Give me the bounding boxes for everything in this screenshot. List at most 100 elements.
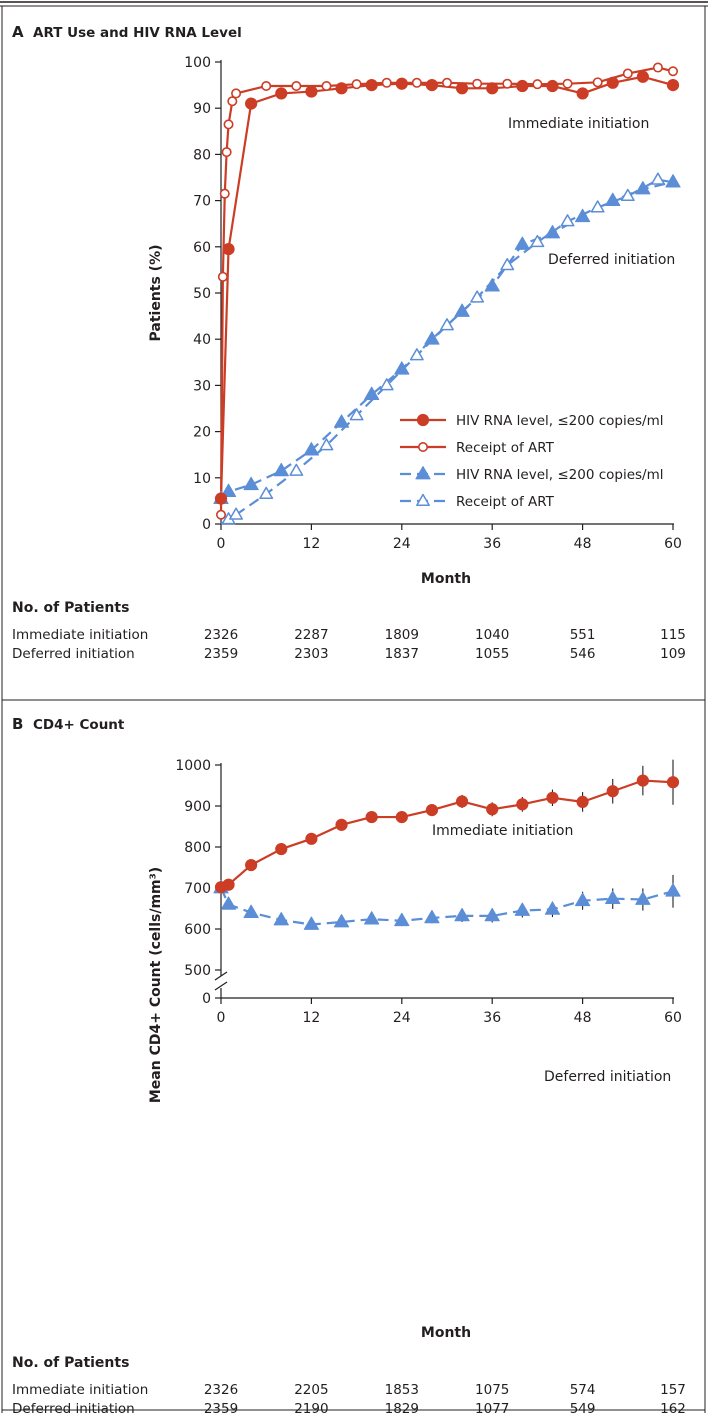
panel-a-data-point (411, 77, 422, 88)
panel-b-y-tick-label: 0 (202, 991, 211, 1007)
panel-a-data-point (667, 66, 678, 77)
panel-b-patients-heading: No. of Patients (12, 1355, 129, 1371)
panel-a-data-point (606, 76, 619, 89)
legend-marker (417, 441, 428, 452)
panel-b-data-point (333, 914, 350, 928)
panel-a-data-point (349, 408, 364, 421)
panel-a-data-point (221, 147, 232, 158)
panel-a-series-line (219, 66, 674, 515)
panel-a-data-point (335, 82, 348, 95)
panel-a-y-tick-label: 50 (193, 286, 211, 302)
panel-a-data-point (273, 462, 289, 477)
panel-a-data-point (365, 79, 378, 92)
patients-row-label: Deferred initiation (12, 1401, 135, 1413)
panel-a-data-point (219, 188, 230, 199)
patients-count: 115 (660, 627, 686, 643)
panel-a-data-point (305, 85, 318, 98)
panel-a-data-point (223, 119, 234, 130)
panel-a-data-point (516, 79, 529, 93)
panel-a-letter: A (12, 23, 24, 41)
panel-a-y-tick-label: 10 (193, 471, 211, 487)
panel-b-annotation-immediate: Immediate initiation (432, 823, 573, 839)
panel-b-data-point (424, 909, 440, 924)
panel-a-data-point (409, 348, 424, 361)
panel-b-y-tick-label: 900 (184, 799, 211, 815)
panel-a-data-point (222, 243, 235, 256)
panel-b-x-axis-title: Month (421, 1325, 471, 1341)
panel-a-data-point (486, 82, 499, 95)
panel-a-data-point (576, 87, 589, 100)
panel-a-data-point (440, 318, 454, 331)
legend-label: Receipt of ART (456, 440, 555, 456)
panel-b-x-tick-label: 12 (302, 1010, 320, 1026)
panel-a-data-point (470, 290, 485, 303)
patients-count: 2326 (204, 627, 238, 643)
panel-b-data-point (394, 912, 410, 927)
panel-a-data-point (590, 200, 605, 213)
panel-b-data-point (243, 904, 259, 918)
panel-a-x-tick-label: 0 (217, 536, 226, 552)
panel-a-x-tick-label: 48 (574, 536, 592, 552)
panel-a-data-point (530, 234, 545, 248)
panel-a-data-point (620, 188, 635, 201)
panel-b-data-point (455, 795, 469, 808)
panel-a-data-point (605, 192, 621, 206)
panel-b-data-point (486, 803, 499, 816)
panel-a-data-point (544, 224, 561, 239)
panel-b-data-point (574, 892, 591, 907)
patients-count: 162 (660, 1401, 686, 1413)
panel-a-data-point (227, 96, 238, 107)
panel-a-data-point (303, 442, 320, 456)
panel-a-data-point (351, 79, 362, 90)
legend-label: Receipt of ART (456, 494, 555, 510)
panel-a-x-tick-label: 12 (302, 536, 320, 552)
panel-a-data-point (395, 77, 408, 90)
panel-b-data-point (546, 791, 559, 804)
panel-b-data-point (635, 891, 651, 905)
panel-a-data-point (291, 81, 302, 92)
panel-a-data-point (574, 208, 591, 223)
panel-a-data-point (546, 79, 559, 93)
panel-a-data-point (425, 79, 439, 92)
panel-b: B CD4+ Count Mean CD4+ Count (cells/mm³)… (12, 715, 686, 1417)
panel-a-series-line (220, 181, 674, 500)
panel-b-axes: 0 500 600 700 800 900 1000 0 12 24 36 48 60 (175, 758, 682, 1026)
panel-a-y-tick-label: 40 (193, 332, 211, 348)
patients-row-label: Immediate initiation (12, 627, 148, 643)
panel-a-series-line (219, 75, 674, 499)
patients-count: 2303 (294, 646, 328, 662)
panel-b-letter: B (12, 715, 23, 733)
patients-count: 1837 (385, 646, 419, 662)
panel-a: A ART Use and HIV RNA Level Patients (%)… (12, 23, 686, 662)
legend-marker (415, 466, 431, 480)
panel-b-x-tick-label: 60 (664, 1010, 682, 1026)
panel-a-data-point (652, 62, 663, 73)
patients-count: 2205 (294, 1382, 328, 1398)
panel-b-data-point (514, 902, 530, 916)
panel-b-data-point (222, 878, 235, 891)
patients-count: 2190 (294, 1401, 328, 1413)
panel-b-annotation-deferred: Deferred initiation (544, 1069, 671, 1085)
panel-b-series-line (220, 887, 674, 926)
panel-b-data-point (273, 911, 289, 926)
patients-count: 1829 (385, 1401, 419, 1413)
panel-a-data-point (321, 81, 332, 92)
panel-a-data-point (381, 77, 392, 88)
legend-label: HIV RNA level, ≤200 copies/ml (456, 413, 664, 429)
panel-a-data-point (472, 78, 483, 89)
patients-count: 574 (570, 1382, 596, 1398)
legend-label: HIV RNA level, ≤200 copies/ml (456, 467, 664, 483)
panel-b-x-tick-label: 36 (483, 1010, 501, 1026)
panel-a-y-tick-label: 20 (193, 425, 211, 441)
panel-a-series (213, 62, 681, 525)
patients-count: 1809 (385, 627, 419, 643)
panel-b-x-tick-label: 0 (217, 1010, 226, 1026)
patients-count: 157 (660, 1382, 686, 1398)
panel-a-x-tick-label: 24 (393, 536, 411, 552)
panel-b-patients-table: Immediate initiation 2326 2205 1853 1075 574 1… (12, 1382, 686, 1417)
panel-a-data-point (454, 303, 470, 317)
panel-a-patients-heading: No. of Patients (12, 600, 129, 616)
panel-a-data-point (275, 87, 288, 100)
patients-count: 1853 (385, 1382, 419, 1398)
panel-b-data-point (516, 798, 529, 811)
